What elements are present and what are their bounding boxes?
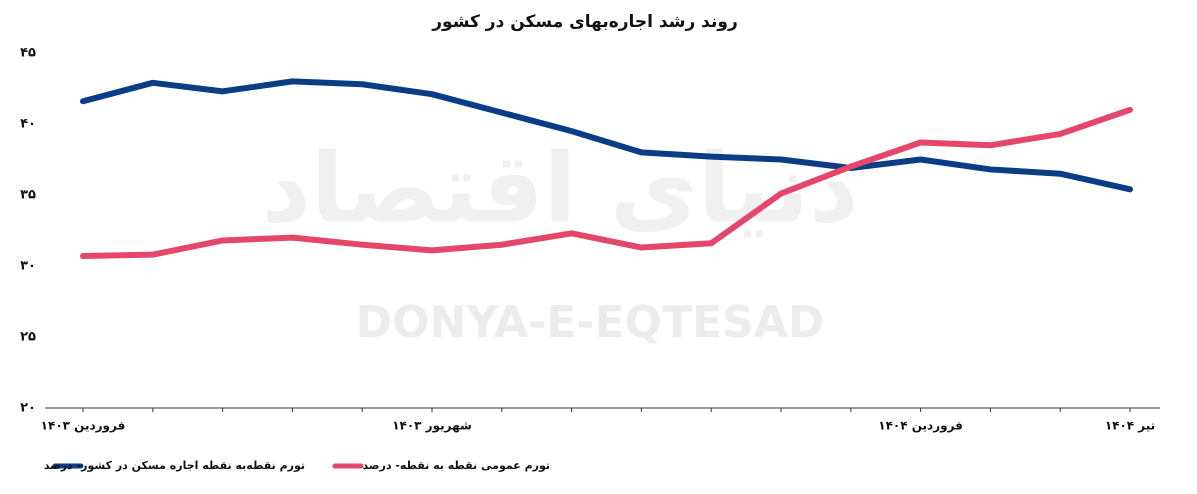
series-line bbox=[80, 106, 1133, 260]
y-tick-label: ۳۵ bbox=[20, 188, 36, 203]
x-tick-label: فروردین ۱۴۰۳ bbox=[41, 419, 126, 434]
watermark-fa: دنیای اقتصاد bbox=[262, 132, 859, 244]
series-line bbox=[80, 78, 1133, 193]
x-tick-label: فروردین ۱۴۰۴ bbox=[878, 419, 963, 434]
y-tick-label: ۲۵ bbox=[20, 330, 36, 345]
x-tick-label: تیر ۱۴۰۴ bbox=[1105, 419, 1155, 433]
y-tick-label: ۲۰ bbox=[20, 401, 36, 416]
y-tick-label: ۴۵ bbox=[20, 46, 36, 61]
legend-label: تورم عمومی نقطه به نقطه- درصد bbox=[363, 459, 551, 472]
y-tick-label: ۳۰ bbox=[20, 259, 36, 274]
chart-title: روند رشد اجاره‌بهای مسکن در کشور bbox=[431, 12, 737, 32]
watermark: DONYA-E-EQTESAD bbox=[356, 297, 825, 348]
x-tick-label: شهریور ۱۴۰۳ bbox=[392, 419, 472, 434]
legend-label: تورم نقطه‌به نقطه اجاره مسکن در کشور- در… bbox=[44, 459, 305, 472]
y-tick-label: ۴۰ bbox=[20, 117, 36, 132]
